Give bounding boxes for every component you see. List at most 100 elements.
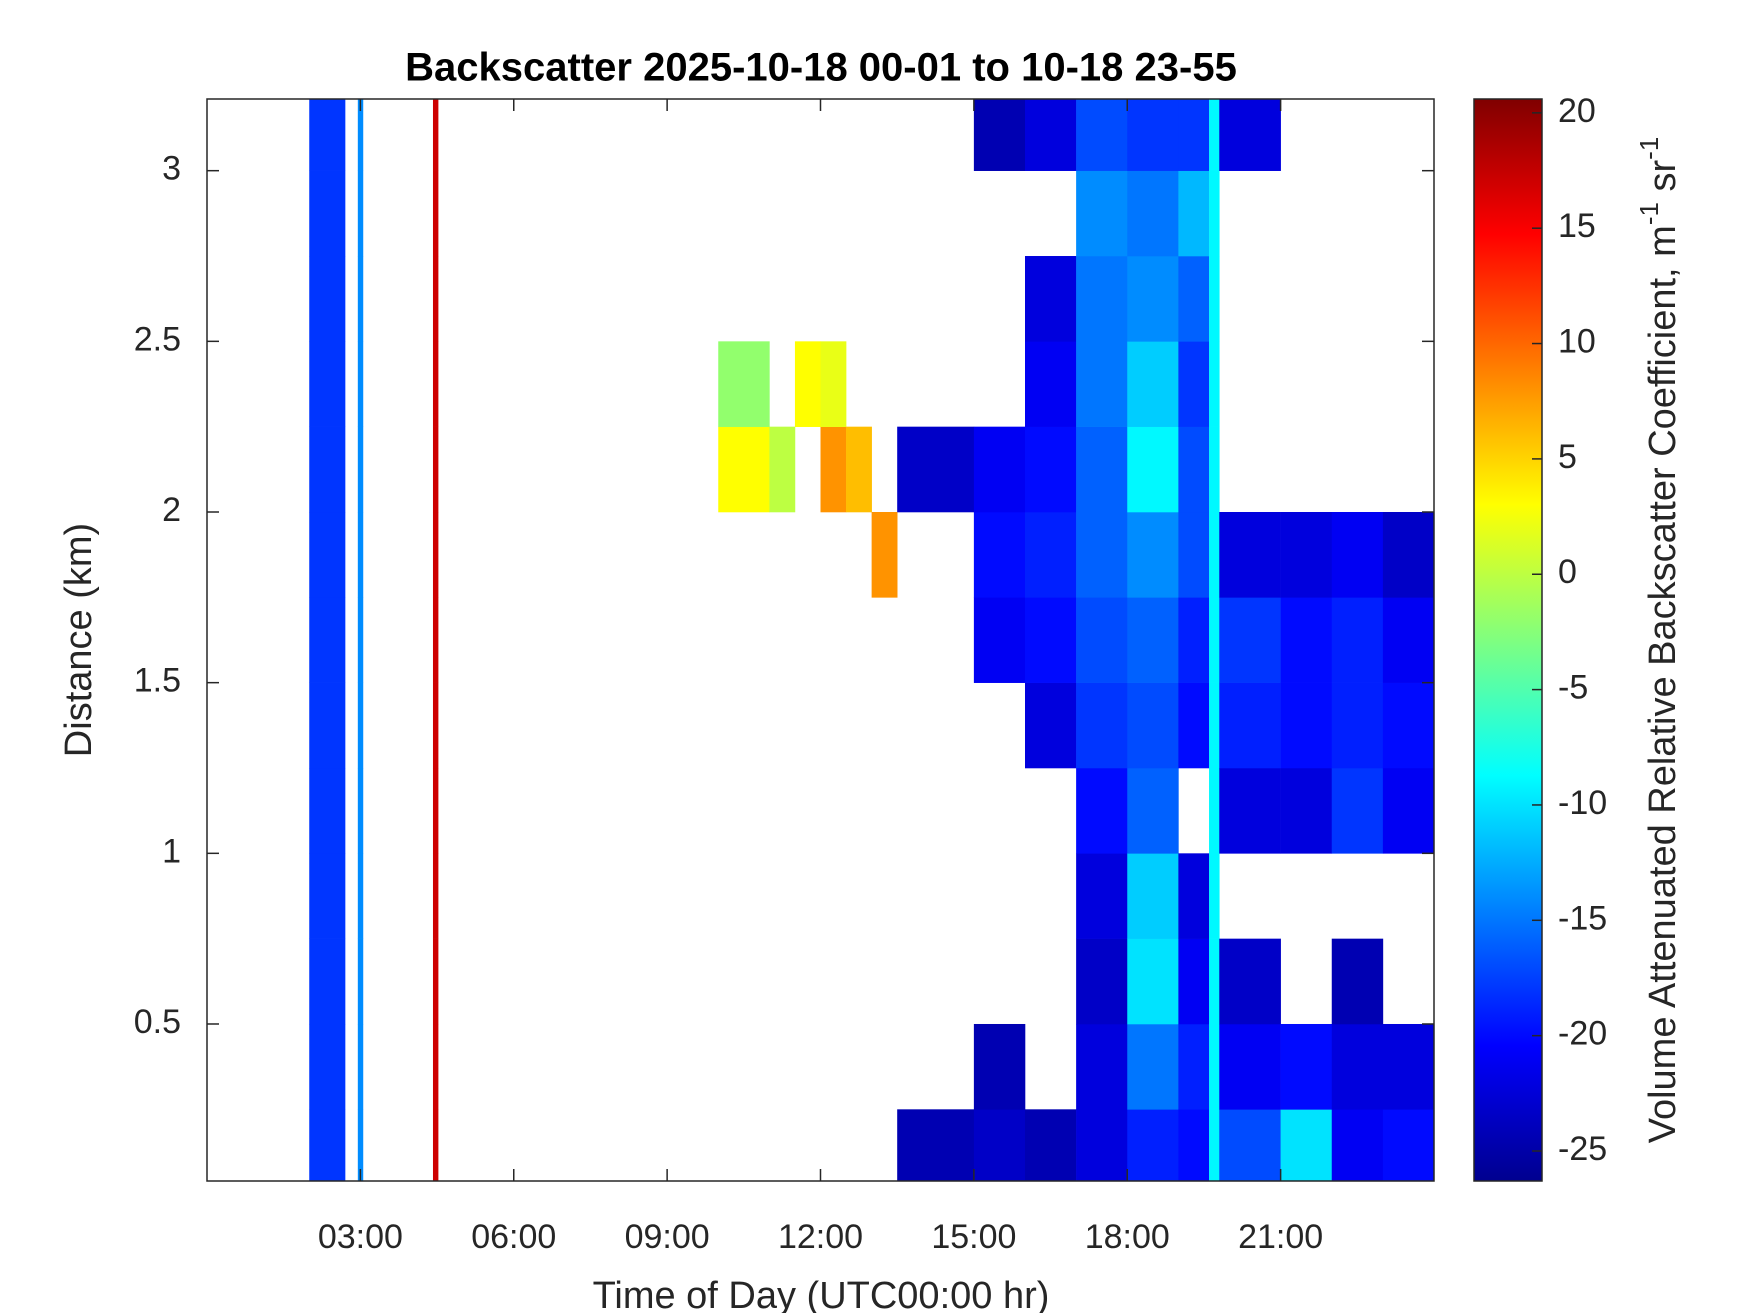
x-tick-label: 12:00 bbox=[778, 1218, 863, 1256]
heatmap-cell bbox=[1209, 256, 1220, 342]
colorbar bbox=[1474, 99, 1542, 1181]
heatmap-cell bbox=[1209, 853, 1220, 939]
x-tick-label: 15:00 bbox=[931, 1218, 1016, 1256]
heatmap-cell bbox=[1280, 1023, 1333, 1110]
colorbar-frame bbox=[1473, 98, 1543, 1182]
heatmap-cell bbox=[1025, 99, 1077, 171]
heatmap-cell bbox=[309, 512, 346, 598]
heatmap-cell bbox=[1178, 341, 1210, 427]
colorbar-label-sup: -1 bbox=[1634, 202, 1664, 225]
heatmap-cell bbox=[1025, 512, 1077, 598]
heatmap-cell bbox=[357, 853, 364, 939]
heatmap-cell bbox=[1127, 853, 1179, 939]
heatmap-cell bbox=[1280, 682, 1333, 769]
heatmap-cell bbox=[357, 1109, 364, 1182]
heatmap-cell bbox=[897, 1109, 975, 1182]
heatmap-cell bbox=[1331, 938, 1384, 1025]
heatmap-cell bbox=[309, 341, 346, 427]
heatmap-cell bbox=[1209, 426, 1220, 513]
heatmap-cell bbox=[973, 512, 1026, 598]
heatmap-cell bbox=[1209, 512, 1220, 598]
heatmap-cell bbox=[357, 938, 364, 1025]
heatmap-cell bbox=[309, 170, 346, 257]
heatmap-cell bbox=[357, 170, 364, 257]
heatmap-cell bbox=[1219, 682, 1281, 769]
heatmap-cell bbox=[1127, 1109, 1179, 1182]
heatmap-cell bbox=[357, 1023, 364, 1110]
heatmap-cell bbox=[1209, 1109, 1220, 1182]
heatmap-cell bbox=[357, 597, 364, 683]
heatmap-cell bbox=[897, 426, 975, 513]
heatmap-cell bbox=[357, 512, 364, 598]
heatmap-cell bbox=[1076, 426, 1128, 513]
heatmap-cell bbox=[1280, 767, 1333, 854]
heatmap-cell bbox=[1209, 1023, 1220, 1110]
heatmap-cell bbox=[973, 1023, 1026, 1110]
heatmap-cell bbox=[1076, 170, 1128, 257]
heatmap-cell bbox=[1127, 767, 1179, 854]
heatmap-cell bbox=[309, 1023, 346, 1110]
heatmap-cell bbox=[1025, 1109, 1077, 1182]
heatmap-cell bbox=[309, 256, 346, 342]
heatmap-cell bbox=[1178, 99, 1210, 171]
heatmap-cell bbox=[1219, 512, 1281, 598]
heatmap-cell bbox=[973, 597, 1026, 683]
x-tick-label: 06:00 bbox=[471, 1218, 556, 1256]
heatmap-cell bbox=[309, 597, 346, 683]
heatmap-cell bbox=[1382, 1109, 1435, 1182]
heatmap-cell bbox=[1076, 682, 1128, 769]
y-tick-label: 1.5 bbox=[134, 662, 181, 700]
heatmap-cell bbox=[357, 767, 364, 854]
heatmap-cell bbox=[1280, 1109, 1333, 1182]
heatmap-cell bbox=[1209, 682, 1220, 769]
heatmap-cell bbox=[1127, 512, 1179, 598]
heatmap-cell bbox=[1219, 1109, 1281, 1182]
heatmap-cell bbox=[309, 938, 346, 1025]
heatmap-cell bbox=[1219, 597, 1281, 683]
heatmap-cell bbox=[1076, 1023, 1128, 1110]
heatmap-cell bbox=[309, 682, 346, 769]
y-tick-label: 2 bbox=[162, 491, 181, 529]
heatmap-cell bbox=[432, 682, 439, 769]
heatmap-cell bbox=[1382, 682, 1435, 769]
heatmap-cell bbox=[357, 682, 364, 769]
heatmap-cell bbox=[1025, 597, 1077, 683]
heatmap-cell bbox=[1209, 938, 1220, 1025]
heatmap-cell bbox=[1219, 767, 1281, 854]
colorbar-tick-label: -10 bbox=[1558, 784, 1607, 822]
heatmap-cell bbox=[432, 170, 439, 257]
heatmap-cell bbox=[1209, 99, 1220, 171]
heatmap-cell bbox=[1382, 767, 1435, 854]
heatmap-cell bbox=[1076, 938, 1128, 1025]
y-tick-label: 1 bbox=[162, 832, 181, 870]
heatmap-cell bbox=[871, 512, 898, 598]
heatmap-cell bbox=[769, 426, 796, 513]
x-tick-label: 21:00 bbox=[1238, 1218, 1323, 1256]
heatmap-cell bbox=[1178, 853, 1210, 939]
x-axis-label: Time of Day (UTC00:00 hr) bbox=[593, 1275, 1050, 1313]
heatmap-cell bbox=[1219, 1023, 1281, 1110]
colorbar-label-text: sr bbox=[1642, 159, 1684, 202]
heatmap-cell bbox=[1209, 597, 1220, 683]
y-tick-label: 0.5 bbox=[134, 1003, 181, 1041]
heatmap-cell bbox=[309, 426, 346, 513]
heatmap-cell bbox=[1127, 426, 1179, 513]
heatmap-cell bbox=[1178, 512, 1210, 598]
heatmap-cell bbox=[1178, 1109, 1210, 1182]
colorbar-tick-label: 5 bbox=[1558, 438, 1577, 476]
heatmap-cell bbox=[1127, 682, 1179, 769]
colorbar-tick-label: 20 bbox=[1558, 92, 1596, 130]
x-tick-label: 09:00 bbox=[625, 1218, 710, 1256]
x-tick-label: 03:00 bbox=[318, 1218, 403, 1256]
heatmap-cell bbox=[1209, 767, 1220, 854]
heatmap-cell bbox=[357, 341, 364, 427]
heatmap-cell bbox=[973, 426, 1026, 513]
y-tick-label: 2.5 bbox=[134, 320, 181, 358]
heatmap-cell bbox=[1331, 597, 1384, 683]
heatmap-cell bbox=[820, 341, 847, 427]
heatmap-cell bbox=[846, 426, 872, 513]
colorbar-tick-label: 15 bbox=[1558, 207, 1596, 245]
heatmap-cell bbox=[820, 426, 847, 513]
heatmap-cell bbox=[1127, 341, 1179, 427]
